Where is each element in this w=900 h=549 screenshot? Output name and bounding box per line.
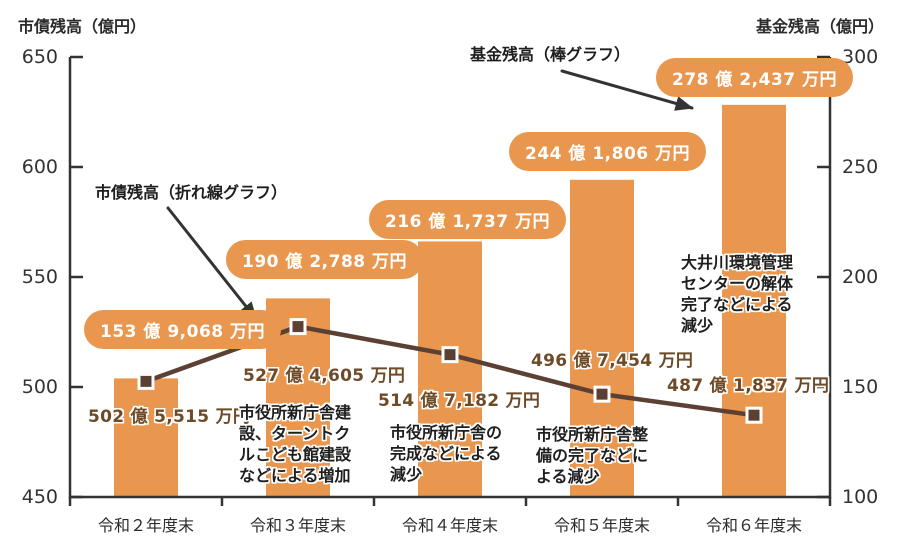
left-axis-title: 市債残高（億円）	[18, 17, 147, 36]
fund-value-pill: 190 億 2,788 万円	[226, 240, 424, 279]
note-r4: 市役所新庁舎の完成などによる減少	[390, 423, 503, 485]
line-callout-arrow	[166, 206, 258, 321]
fund-bar-令和５年度末	[570, 179, 634, 497]
left-axis-tick-label: 650	[21, 46, 58, 68]
x-tick-label: 令和６年度末	[705, 516, 802, 535]
fund-bar-令和４年度末	[418, 241, 482, 497]
x-tick-label: 令和２年度末	[97, 516, 194, 535]
debt-value-label: 502 億 5,515 万円	[88, 407, 251, 427]
right-axis-tick-label: 150	[842, 376, 879, 398]
debt-line-marker-令和５年度末	[593, 385, 611, 403]
axes-layer	[68, 55, 832, 506]
left-axis-tick-label: 450	[21, 486, 58, 508]
fund-bar-令和２年度末	[114, 378, 178, 497]
right-axis-tick-label: 200	[842, 266, 879, 288]
left-axis-tick-label: 550	[21, 266, 58, 288]
x-tick-label: 令和３年度末	[249, 516, 346, 535]
line-series-callout: 市債残高（折れ線グラフ）	[95, 183, 288, 202]
right-axis-tick-label: 250	[842, 156, 879, 178]
bar-callout-arrow	[560, 69, 694, 111]
debt-line-marker-令和３年度末	[289, 318, 307, 336]
x-tick-label: 令和４年度末	[401, 516, 498, 535]
fund-bar-令和６年度末	[722, 104, 786, 497]
left-axis-tick-label: 500	[21, 376, 58, 398]
fund-value-pill: 216 億 1,737 万円	[369, 200, 567, 239]
note-r6: 大井川環境管理センターの解体完了などによる減少	[681, 253, 794, 336]
left-axis-tick-label: 600	[21, 156, 58, 178]
debt-value-label: 514 億 7,182 万円	[378, 391, 541, 411]
debt-line-marker-令和２年度末	[137, 372, 155, 390]
debt-value-label: 487 億 1,837 万円	[667, 376, 830, 396]
debt-line-marker-令和６年度末	[745, 406, 763, 424]
x-tick-label: 令和５年度末	[553, 516, 650, 535]
note-r5: 市役所新庁舎整備の完了などによる減少	[536, 425, 649, 487]
right-axis-tick-label: 300	[842, 46, 879, 68]
debt-value-label: 527 億 4,605 万円	[243, 366, 406, 386]
fund-value-pill: 153 億 9,068 万円	[84, 310, 282, 349]
note-r3: 市役所新庁舎建設、ターントクルこども館建設などによる増加	[239, 403, 352, 486]
right-axis-tick-label: 100	[842, 486, 879, 508]
fund-value-pill: 244 億 1,806 万円	[509, 132, 707, 171]
debt-line-marker-令和４年度末	[441, 346, 459, 364]
right-axis-title: 基金残高（億円）	[755, 17, 884, 36]
debt-value-label: 496 億 7,454 万円	[531, 351, 694, 371]
fund-value-pill: 278 億 2,437 万円	[656, 58, 854, 97]
bar-series-callout: 基金残高（棒グラフ）	[470, 45, 631, 64]
